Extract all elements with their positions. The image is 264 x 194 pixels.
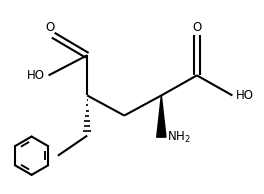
Polygon shape (157, 95, 166, 137)
Text: O: O (45, 21, 55, 34)
Text: HO: HO (235, 89, 253, 102)
Text: HO: HO (27, 69, 45, 82)
Text: NH$_2$: NH$_2$ (167, 130, 191, 145)
Text: O: O (192, 21, 201, 34)
